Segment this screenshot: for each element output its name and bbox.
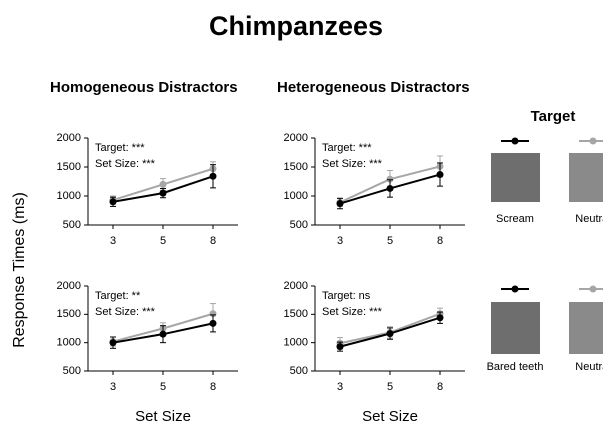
figure: Chimpanzees Response Times (ms) Target 5… xyxy=(0,0,603,424)
legend-marker xyxy=(512,286,519,293)
y-tick-label: 1500 xyxy=(57,161,81,173)
y-tick-label: 1000 xyxy=(57,337,81,349)
y-tick-label: 1500 xyxy=(57,308,81,320)
x-tick-label: 3 xyxy=(337,381,343,393)
point xyxy=(160,331,167,338)
x-tick-label: 8 xyxy=(437,235,443,247)
x-tick-label: 8 xyxy=(437,381,443,393)
annotation: Target: ns xyxy=(322,290,371,302)
point xyxy=(437,171,444,178)
x-tick-label: 8 xyxy=(210,235,216,247)
face-image xyxy=(491,153,540,202)
x-axis-label: Set Size xyxy=(135,408,191,424)
y-tick-label: 500 xyxy=(63,365,81,377)
x-tick-label: 5 xyxy=(387,235,393,247)
x-tick-label: 3 xyxy=(337,235,343,247)
point xyxy=(387,330,394,337)
point xyxy=(437,314,444,321)
panel-title: Heterogeneous Distractors xyxy=(277,79,470,96)
point xyxy=(210,173,217,180)
y-tick-label: 2000 xyxy=(57,132,81,144)
x-tick-label: 5 xyxy=(160,381,166,393)
x-tick-label: 3 xyxy=(110,235,116,247)
y-tick-label: 2000 xyxy=(284,132,308,144)
panel-title: Homogeneous Distractors xyxy=(50,79,238,96)
legend-title: Target xyxy=(531,108,576,125)
annotation: Set Size: *** xyxy=(322,306,383,318)
annotation: Set Size: *** xyxy=(95,306,156,318)
x-axis-label: Set Size xyxy=(362,408,418,424)
face-image xyxy=(569,153,603,202)
y-tick-label: 1000 xyxy=(284,190,308,202)
y-tick-label: 1500 xyxy=(284,161,308,173)
face-image xyxy=(491,302,540,354)
legend-label: Scream xyxy=(496,213,534,225)
legend-marker xyxy=(512,138,519,145)
annotation: Set Size: *** xyxy=(322,158,383,170)
face-image xyxy=(569,302,603,354)
point xyxy=(110,198,117,205)
legend-label: Neutral xyxy=(575,361,603,373)
point xyxy=(387,185,394,192)
legend-label: Bared teeth xyxy=(487,361,544,373)
point xyxy=(210,320,217,327)
legend-label: Neutral xyxy=(575,213,603,225)
y-tick-label: 2000 xyxy=(57,280,81,292)
figure-title: Chimpanzees xyxy=(209,11,383,41)
y-tick-label: 500 xyxy=(290,219,308,231)
x-tick-label: 8 xyxy=(210,381,216,393)
annotation: Target: *** xyxy=(322,142,372,154)
y-axis-label: Response Times (ms) xyxy=(11,192,28,348)
point xyxy=(337,200,344,207)
y-tick-label: 1000 xyxy=(57,190,81,202)
x-tick-label: 5 xyxy=(160,235,166,247)
y-tick-label: 1500 xyxy=(284,308,308,320)
x-tick-label: 3 xyxy=(110,381,116,393)
annotation: Target: ** xyxy=(95,290,141,302)
point xyxy=(160,190,167,197)
legend-marker xyxy=(590,138,597,145)
y-tick-label: 500 xyxy=(290,365,308,377)
point xyxy=(160,181,167,188)
annotation: Target: *** xyxy=(95,142,145,154)
y-tick-label: 500 xyxy=(63,219,81,231)
point xyxy=(110,339,117,346)
y-tick-label: 1000 xyxy=(284,337,308,349)
point xyxy=(337,343,344,350)
legend-marker xyxy=(590,286,597,293)
x-tick-label: 5 xyxy=(387,381,393,393)
y-tick-label: 2000 xyxy=(284,280,308,292)
annotation: Set Size: *** xyxy=(95,158,156,170)
